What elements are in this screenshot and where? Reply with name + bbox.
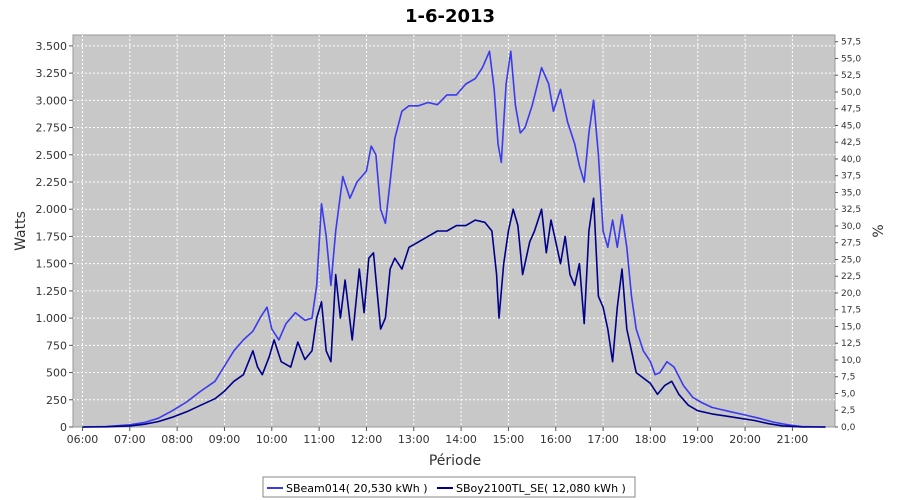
y2-tick-label: 12,5 — [841, 339, 861, 349]
y-tick-label: 0 — [60, 421, 67, 434]
y2-tick-label: 30,0 — [841, 222, 861, 232]
y2-axis: 0,0 2,5 5,0 7,5 10,0 12,5 15,0 17,5 20,0 22,5 25,0… — [835, 38, 861, 433]
x-tick-label: 18:00 — [635, 433, 667, 446]
y2-tick-label: 15,0 — [841, 322, 861, 332]
y-tick-label: 3.500 — [36, 40, 68, 53]
y2-tick-label: 35,0 — [841, 188, 861, 198]
y2-tick-label: 22,5 — [841, 272, 861, 282]
y-tick-label: 500 — [46, 367, 67, 380]
y-tick-label: 2.000 — [36, 203, 68, 216]
legend-label-sboy2100tl: SBoy2100TL_SE( 12,080 kWh ) — [456, 482, 626, 495]
x-tick-label: 09:00 — [209, 433, 241, 446]
y2-tick-label: 7,5 — [841, 373, 855, 383]
series-layer — [82, 50, 826, 428]
legend: SBeam014( 20,530 kWh ) SBoy2100TL_SE( 12… — [262, 476, 636, 498]
y2-tick-label: 47,5 — [841, 105, 861, 115]
y-tick-label: 3.250 — [36, 67, 68, 80]
y-tick-label: 250 — [46, 394, 67, 407]
y2-tick-label: 5,0 — [841, 389, 856, 399]
y-tick-label: 750 — [46, 339, 67, 352]
y-tick-label: 1.250 — [36, 285, 68, 298]
x-tick-label: 14:00 — [445, 433, 477, 446]
chart-title: 1-6-2013 — [405, 6, 495, 27]
y-tick-label: 2.500 — [36, 149, 68, 162]
x-axis-title: Période — [429, 453, 481, 469]
series-sboy2100tl-line — [82, 197, 826, 428]
y-tick-label: 1.000 — [36, 312, 68, 325]
y-tick-label: 2.750 — [36, 122, 68, 135]
x-tick-label: 21:00 — [777, 433, 809, 446]
x-tick-label: 08:00 — [161, 433, 193, 446]
y2-tick-label: 25,0 — [841, 255, 861, 265]
y2-axis-title: % — [871, 224, 887, 237]
y2-tick-label: 57,5 — [841, 38, 861, 48]
y-axis: 0 250 500 750 1.000 1.250 1.500 1.750 2.000 2.250… — [36, 40, 73, 434]
y2-tick-label: 0,0 — [841, 423, 856, 433]
x-tick-label: 06:00 — [67, 433, 99, 446]
x-tick-label: 15:00 — [493, 433, 525, 446]
x-tick-label: 17:00 — [587, 433, 619, 446]
y2-tick-label: 32,5 — [841, 205, 861, 215]
x-tick-label: 07:00 — [114, 433, 146, 446]
x-tick-label: 10:00 — [256, 433, 288, 446]
y-tick-label: 1.500 — [36, 258, 68, 271]
x-tick-label: 12:00 — [351, 433, 383, 446]
y2-tick-label: 45,0 — [841, 121, 861, 131]
y2-tick-label: 20,0 — [841, 289, 861, 299]
y2-tick-label: 10,0 — [841, 356, 861, 366]
y2-tick-label: 52,5 — [841, 71, 861, 81]
y-tick-label: 2.250 — [36, 176, 68, 189]
y2-tick-label: 17,5 — [841, 306, 861, 316]
plot-area — [72, 34, 836, 428]
y-tick-label: 1.750 — [36, 230, 68, 243]
y2-tick-label: 27,5 — [841, 239, 861, 249]
y2-tick-label: 42,5 — [841, 138, 861, 148]
x-tick-label: 16:00 — [540, 433, 572, 446]
x-tick-label: 11:00 — [303, 433, 335, 446]
y-axis-title: Watts — [13, 211, 29, 251]
x-tick-label: 19:00 — [682, 433, 714, 446]
grid — [73, 35, 835, 427]
y2-tick-label: 2,5 — [841, 406, 855, 416]
series-sbeam014-line — [82, 50, 826, 428]
legend-label-sbeam014: SBeam014( 20,530 kWh ) — [286, 482, 428, 495]
x-tick-label: 13:00 — [398, 433, 430, 446]
y2-tick-label: 40,0 — [841, 155, 861, 165]
x-tick-label: 20:00 — [729, 433, 761, 446]
y2-tick-label: 37,5 — [841, 172, 861, 182]
y-tick-label: 3.000 — [36, 94, 68, 107]
y2-tick-label: 50,0 — [841, 88, 861, 98]
y2-tick-label: 55,0 — [841, 54, 861, 64]
x-axis: 06:00 07:00 08:00 09:00 10:00 11:00 12:00 13:00… — [67, 427, 809, 446]
